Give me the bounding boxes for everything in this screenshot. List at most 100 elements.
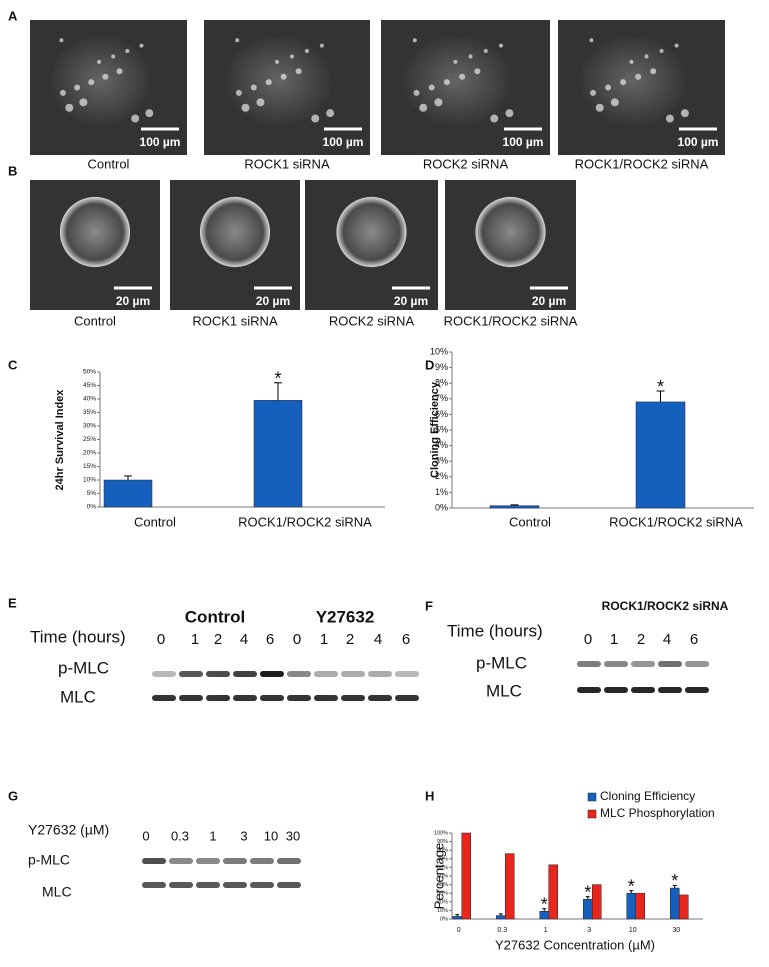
cell <box>139 43 144 48</box>
row-label: p-MLC <box>28 852 70 868</box>
lane-label: 0.3 <box>171 828 189 843</box>
y-tick-label: 10% <box>83 477 96 484</box>
scale-label: 20 µm <box>532 294 566 308</box>
cell <box>505 109 514 118</box>
blot-band <box>179 695 203 701</box>
lane-label: 2 <box>214 631 222 648</box>
y-tick-label: 0% <box>87 504 97 511</box>
blot-band <box>206 671 230 677</box>
cell <box>659 49 664 54</box>
lane-label: 6 <box>690 631 698 648</box>
cell <box>483 49 488 54</box>
blot-group: Y27632 <box>316 607 375 626</box>
spheroid <box>59 196 131 268</box>
cell <box>235 38 240 43</box>
cell <box>498 43 503 48</box>
y-tick-label: 4% <box>435 440 448 450</box>
blot-band <box>223 882 247 888</box>
cell <box>629 59 634 64</box>
dose-label: Y27632 (µM) <box>28 822 109 838</box>
cell <box>295 68 302 75</box>
lane-label: 1 <box>610 631 618 648</box>
error-bar <box>542 908 547 912</box>
y-tick-label: 90% <box>437 839 448 845</box>
y-tick-label: 20% <box>83 450 96 457</box>
y-tick-label: 3% <box>435 456 448 466</box>
x-tick-label: 10 <box>629 927 637 934</box>
y-tick-label: 35% <box>83 409 96 416</box>
y-tick-label: 50% <box>83 369 96 376</box>
scale-label: 100 µm <box>140 135 181 149</box>
annotation: * <box>541 894 548 914</box>
lane-label: 1 <box>320 631 328 648</box>
error-bar <box>629 890 634 894</box>
cell <box>428 84 435 91</box>
y-tick-label: 10% <box>430 346 448 356</box>
bar <box>452 916 462 920</box>
blot-group: Control <box>185 607 245 626</box>
bar <box>626 892 636 920</box>
panel-label: D <box>425 357 434 372</box>
caption: ROCK2 siRNA <box>329 313 415 328</box>
y-tick-label: 8% <box>435 378 448 388</box>
blot-band <box>233 671 257 677</box>
y-tick-label: 6% <box>435 409 448 419</box>
lane-label: 10 <box>264 828 278 843</box>
y-tick-label: 50% <box>437 873 448 879</box>
cell <box>605 84 612 91</box>
lane-label: 6 <box>402 631 410 648</box>
bar <box>103 479 153 508</box>
lane-label: 4 <box>663 631 671 648</box>
legend-label: MLC Phosphorylation <box>600 806 715 820</box>
blot-title: ROCK1/ROCK2 siRNA <box>602 599 729 613</box>
cell <box>443 79 450 86</box>
blot-band <box>287 671 311 677</box>
y-tick-label: 15% <box>83 463 96 470</box>
cell <box>250 84 257 91</box>
y-tick-label: 45% <box>83 382 96 389</box>
y-tick-label: 20% <box>437 899 448 905</box>
cell <box>468 54 473 59</box>
time-label: Time (hours) <box>30 627 126 646</box>
blot-band <box>142 858 166 864</box>
blot-band <box>604 661 628 667</box>
y-tick-label: 0% <box>440 916 448 922</box>
caption: ROCK2 siRNA <box>423 156 509 171</box>
error-bar <box>455 914 460 917</box>
cell <box>453 59 458 64</box>
cell <box>311 114 320 123</box>
cell <box>419 103 428 112</box>
blot-band <box>314 695 338 701</box>
blot-band <box>395 671 419 677</box>
blot-band <box>685 661 709 667</box>
scale-label: 100 µm <box>323 135 364 149</box>
blot-band <box>196 882 220 888</box>
bar <box>496 915 506 920</box>
y-tick-label: 30% <box>437 891 448 897</box>
cell-colony <box>579 36 687 126</box>
time-label: Time (hours) <box>447 621 543 640</box>
blot-band <box>179 671 203 677</box>
cell <box>131 114 140 123</box>
row-label: p-MLC <box>58 658 109 677</box>
cell <box>665 114 674 123</box>
error-bar <box>124 475 132 480</box>
lane-label: 6 <box>266 631 274 648</box>
cell <box>265 79 272 86</box>
blot-band <box>152 695 176 701</box>
cell <box>319 43 324 48</box>
legend-swatch <box>587 809 597 819</box>
cell <box>275 59 280 64</box>
x-tick-label: 0.3 <box>497 927 507 934</box>
y-tick-label: 100% <box>434 830 448 836</box>
annotation: * <box>671 871 678 891</box>
y-axis-label: Percentage <box>431 843 446 910</box>
cell <box>434 98 443 107</box>
blot-band <box>631 661 655 667</box>
lane-label: 4 <box>240 631 248 648</box>
lane-label: 0 <box>293 631 301 648</box>
blot-band <box>341 671 365 677</box>
spheroid <box>199 196 271 268</box>
cell <box>59 38 64 43</box>
